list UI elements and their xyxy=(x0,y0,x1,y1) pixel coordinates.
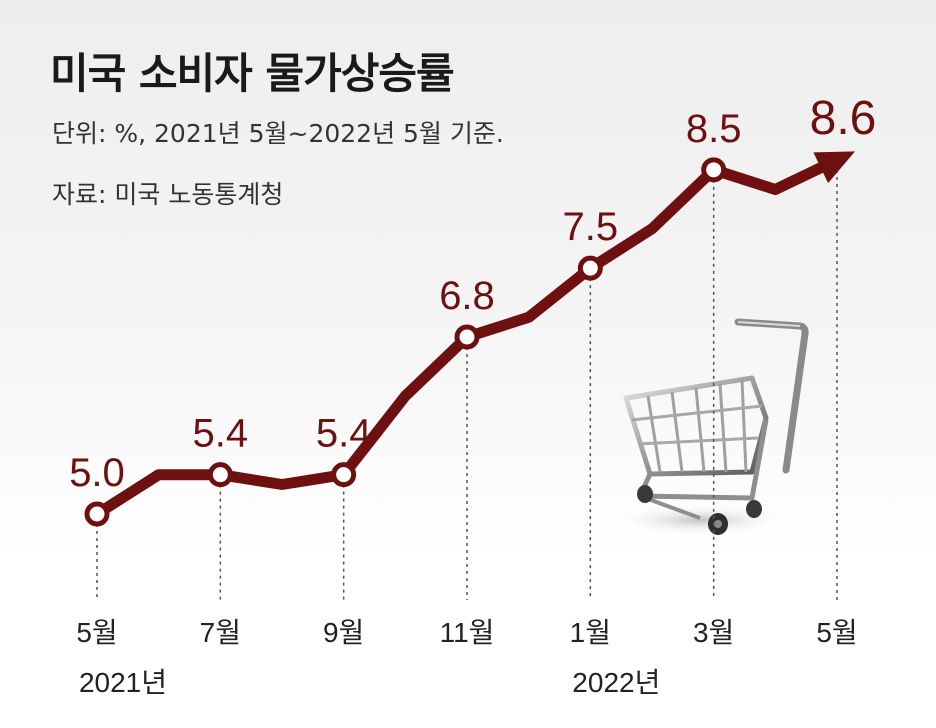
chart-source: 자료: 미국 노동통계청 xyxy=(52,180,284,209)
data-label: 8.6 xyxy=(810,92,877,145)
tick-label-month: 3월 xyxy=(693,617,734,648)
chart-subtitle: 단위: %, 2021년 5월~2022년 5월 기준. xyxy=(52,119,504,148)
tick-label-month: 5월 xyxy=(816,617,857,648)
data-labels: 5.0 5.4 5.4 6.8 7.5 8.5 8.6 xyxy=(69,92,876,495)
data-point xyxy=(84,501,110,527)
data-label: 5.4 xyxy=(193,412,249,456)
data-point xyxy=(577,255,603,281)
data-point xyxy=(331,462,357,488)
drop-lines xyxy=(96,170,838,600)
tick-label-year: 2021년 xyxy=(79,667,167,698)
chart-title: 미국 소비자 물가상승률 xyxy=(50,49,455,98)
tick-label-month: 1월 xyxy=(570,617,611,648)
tick-label-month: 11월 xyxy=(440,617,495,648)
data-point xyxy=(454,324,480,350)
tick-label-year: 2022년 xyxy=(572,667,660,698)
data-point xyxy=(701,157,727,183)
arrow-head xyxy=(813,151,856,184)
shopping-cart-icon xyxy=(610,318,809,536)
tick-label-month: 7월 xyxy=(200,617,241,648)
tick-label-month: 9월 xyxy=(323,617,364,648)
data-markers xyxy=(84,157,727,527)
data-label: 8.5 xyxy=(686,107,742,151)
data-point xyxy=(207,462,233,488)
x-axis-labels: 5월 2021년 7월 9월 11월 1월 2022년 3월 5월 xyxy=(76,617,857,698)
data-label: 5.0 xyxy=(69,451,125,495)
data-label: 5.4 xyxy=(316,412,372,456)
data-label: 7.5 xyxy=(563,205,619,249)
data-label: 6.8 xyxy=(439,274,495,318)
tick-label-month: 5월 xyxy=(76,617,117,648)
